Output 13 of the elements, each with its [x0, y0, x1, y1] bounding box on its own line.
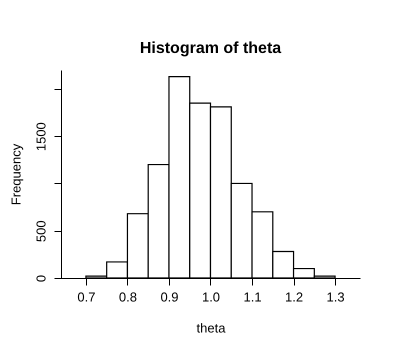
- x-tick-label: 1.2: [285, 290, 304, 304]
- x-tick-label: 1.1: [243, 290, 262, 304]
- y-tick-label: 500: [34, 220, 48, 242]
- x-tick-label: 0.7: [77, 290, 96, 304]
- x-tick-label: 1.3: [326, 290, 345, 304]
- y-tick-label: 1500: [34, 122, 48, 152]
- x-axis-title: theta: [196, 320, 226, 336]
- chart-title: Histogram of theta: [140, 40, 282, 57]
- x-tick-label: 1.0: [202, 290, 220, 304]
- y-tick-label: 0: [34, 274, 48, 282]
- x-tick-label: 0.8: [118, 290, 137, 304]
- y-axis-title: Frequency: [8, 143, 24, 206]
- x-tick-label: 0.9: [160, 290, 179, 304]
